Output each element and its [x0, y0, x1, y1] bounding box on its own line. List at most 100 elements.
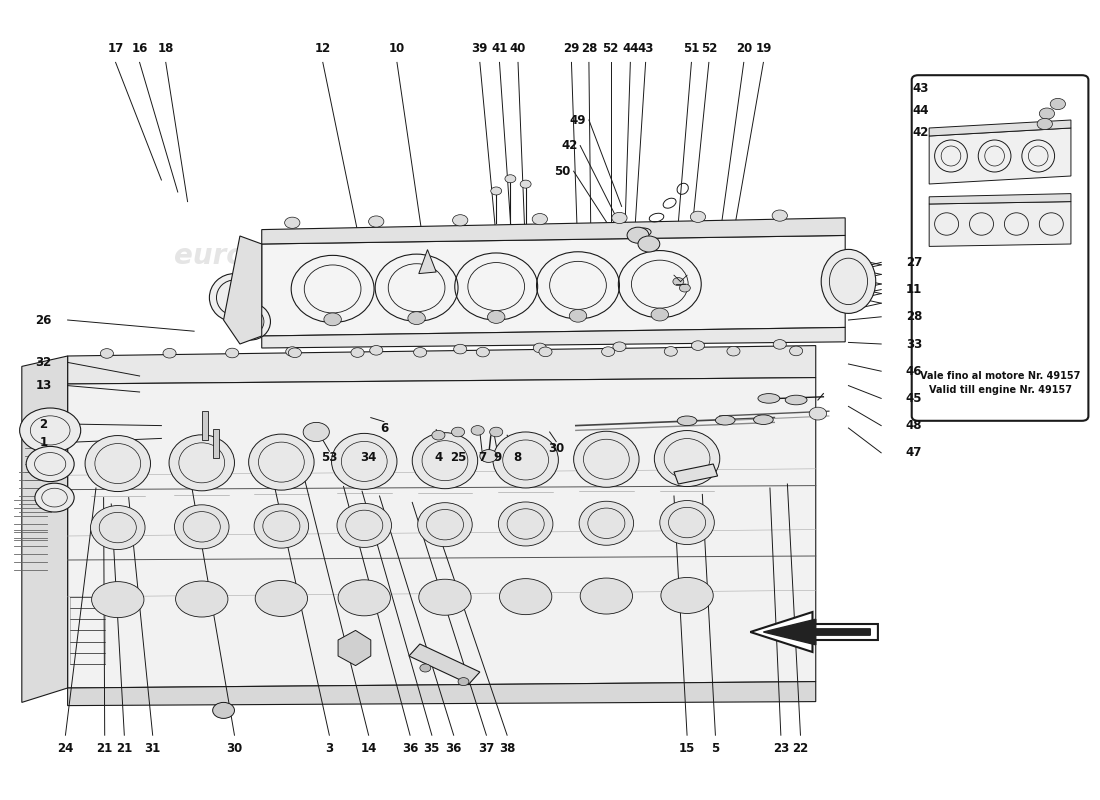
Bar: [201, 411, 208, 440]
FancyBboxPatch shape: [912, 75, 1088, 421]
Circle shape: [490, 427, 503, 437]
Circle shape: [790, 346, 803, 356]
Circle shape: [285, 217, 300, 228]
Circle shape: [651, 308, 669, 321]
Text: 44: 44: [913, 104, 930, 117]
Ellipse shape: [169, 435, 234, 491]
Text: 45: 45: [905, 392, 922, 405]
Ellipse shape: [654, 430, 719, 486]
Text: 50: 50: [554, 165, 571, 178]
Ellipse shape: [337, 503, 392, 547]
Ellipse shape: [85, 435, 151, 491]
Text: 38: 38: [499, 742, 515, 754]
Circle shape: [480, 450, 497, 462]
Circle shape: [351, 348, 364, 358]
Polygon shape: [67, 682, 816, 706]
Ellipse shape: [412, 433, 477, 489]
Circle shape: [163, 349, 176, 358]
Ellipse shape: [249, 434, 315, 490]
Circle shape: [627, 227, 649, 243]
Ellipse shape: [715, 415, 735, 425]
Text: 25: 25: [450, 451, 466, 464]
Polygon shape: [338, 630, 371, 666]
Polygon shape: [262, 327, 845, 348]
Text: 47: 47: [905, 446, 922, 459]
Text: 33: 33: [905, 338, 922, 350]
Circle shape: [100, 349, 113, 358]
Ellipse shape: [573, 431, 639, 487]
Circle shape: [286, 346, 299, 356]
Text: 42: 42: [561, 139, 578, 152]
Text: 41: 41: [492, 42, 508, 54]
Circle shape: [727, 346, 740, 356]
Text: 24: 24: [57, 742, 74, 754]
Text: 6: 6: [379, 422, 388, 434]
Circle shape: [212, 702, 234, 718]
Circle shape: [613, 342, 626, 351]
Circle shape: [1050, 98, 1066, 110]
Text: 31: 31: [144, 742, 161, 754]
Circle shape: [612, 212, 627, 223]
Text: 46: 46: [905, 365, 922, 378]
Ellipse shape: [660, 501, 714, 545]
Ellipse shape: [338, 580, 390, 616]
Text: 16: 16: [131, 42, 147, 54]
Circle shape: [1037, 118, 1053, 130]
Text: 21: 21: [97, 742, 113, 754]
Text: 43: 43: [637, 42, 653, 54]
Polygon shape: [262, 218, 845, 244]
Circle shape: [458, 678, 469, 686]
Circle shape: [773, 340, 786, 350]
Text: 42: 42: [913, 126, 930, 139]
Polygon shape: [262, 235, 845, 336]
Circle shape: [673, 278, 684, 286]
Ellipse shape: [499, 578, 552, 614]
Text: 53: 53: [321, 451, 338, 464]
Ellipse shape: [419, 579, 471, 615]
Circle shape: [772, 210, 788, 222]
Polygon shape: [22, 356, 67, 702]
Text: 36: 36: [446, 742, 462, 754]
Circle shape: [288, 348, 301, 358]
Text: 19: 19: [756, 42, 771, 54]
Circle shape: [451, 427, 464, 437]
Circle shape: [408, 312, 426, 325]
Polygon shape: [930, 120, 1071, 136]
Circle shape: [539, 347, 552, 357]
Polygon shape: [763, 619, 870, 645]
Text: 49: 49: [570, 114, 586, 126]
Ellipse shape: [175, 505, 229, 549]
Ellipse shape: [678, 416, 697, 426]
Text: 13: 13: [35, 379, 52, 392]
Circle shape: [532, 214, 548, 225]
Ellipse shape: [822, 250, 876, 314]
Polygon shape: [930, 128, 1071, 184]
Circle shape: [487, 310, 505, 323]
Polygon shape: [67, 346, 816, 384]
Ellipse shape: [785, 395, 807, 405]
Circle shape: [691, 211, 705, 222]
Text: 52: 52: [603, 42, 619, 54]
Circle shape: [680, 284, 691, 292]
Ellipse shape: [754, 415, 773, 425]
Text: 36: 36: [402, 742, 418, 754]
Text: 26: 26: [35, 314, 52, 326]
Text: 15: 15: [679, 742, 695, 754]
Polygon shape: [409, 644, 480, 684]
Text: eurospares: eurospares: [513, 562, 688, 590]
Ellipse shape: [331, 434, 397, 490]
Text: 5: 5: [712, 742, 719, 754]
Circle shape: [471, 426, 484, 435]
Text: Vale fino al motore Nr. 49157: Vale fino al motore Nr. 49157: [920, 371, 1080, 381]
Polygon shape: [223, 236, 262, 344]
Text: 52: 52: [701, 42, 717, 54]
Circle shape: [432, 430, 446, 440]
Circle shape: [323, 313, 341, 326]
Polygon shape: [67, 378, 816, 688]
Polygon shape: [750, 612, 878, 652]
Ellipse shape: [493, 432, 559, 488]
Text: 27: 27: [905, 256, 922, 269]
Circle shape: [692, 341, 704, 350]
Ellipse shape: [90, 506, 145, 550]
Text: 12: 12: [315, 42, 331, 54]
